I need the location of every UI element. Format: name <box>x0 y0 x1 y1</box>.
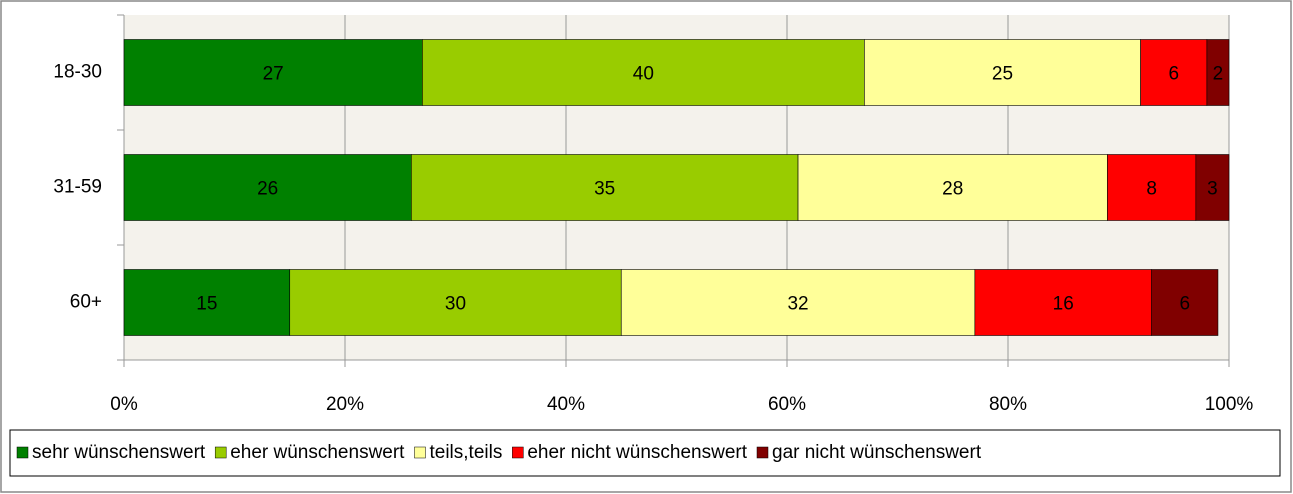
x-tick-label: 40% <box>547 394 585 415</box>
value-label: 25 <box>992 64 1013 85</box>
x-tick-label: 100% <box>1205 394 1254 415</box>
y-tick-label: 31-59 <box>53 177 102 198</box>
legend-label: eher nicht wünschenswert <box>527 442 747 463</box>
legend-swatch <box>414 446 426 459</box>
legend-label: sehr wünschenswert <box>32 442 206 463</box>
x-tick-label: 20% <box>326 394 364 415</box>
value-label: 15 <box>196 294 217 315</box>
bar-segment <box>1151 269 1219 336</box>
x-tick-label: 80% <box>989 394 1027 415</box>
bar-segment <box>410 154 799 221</box>
legend-swatch <box>756 446 769 459</box>
y-tick-label: 60+ <box>70 292 102 313</box>
value-label: 28 <box>942 179 963 200</box>
bar-segment <box>422 39 865 106</box>
x-tick-label: 0% <box>110 394 138 415</box>
legend-swatch <box>214 446 227 459</box>
bar-segment <box>864 39 1141 106</box>
y-tick-label: 18-30 <box>53 62 102 83</box>
bar-segment <box>1140 39 1208 106</box>
value-label: 40 <box>633 64 654 85</box>
value-label: 32 <box>787 294 808 315</box>
x-tick-label: 60% <box>768 394 806 415</box>
value-label: 27 <box>263 64 284 85</box>
bar-segment <box>1195 154 1230 221</box>
legend-swatch <box>512 446 524 459</box>
value-label: 2 <box>1213 64 1224 85</box>
value-label: 6 <box>1168 64 1179 85</box>
legend-label: teils,teils <box>429 442 502 463</box>
bar-segment <box>974 269 1152 336</box>
legend-label: gar nicht wünschenswert <box>772 442 982 463</box>
bar-segment <box>289 269 622 336</box>
value-label: 26 <box>257 179 278 200</box>
bar-segment <box>620 269 976 336</box>
legend-label: eher wünschenswert <box>230 442 405 463</box>
value-label: 16 <box>1053 294 1074 315</box>
bar-segment <box>1206 39 1230 106</box>
value-label: 35 <box>594 179 615 200</box>
value-label: 8 <box>1146 179 1157 200</box>
value-label: 6 <box>1180 294 1191 315</box>
bar-segment <box>123 39 423 106</box>
bar-segment <box>797 154 1108 221</box>
legend-swatch <box>16 446 29 459</box>
bar-segment <box>1107 154 1197 221</box>
value-label: 30 <box>445 294 466 315</box>
value-label: 3 <box>1207 179 1218 200</box>
bar-segment <box>123 269 291 336</box>
bar-segment <box>123 154 412 221</box>
